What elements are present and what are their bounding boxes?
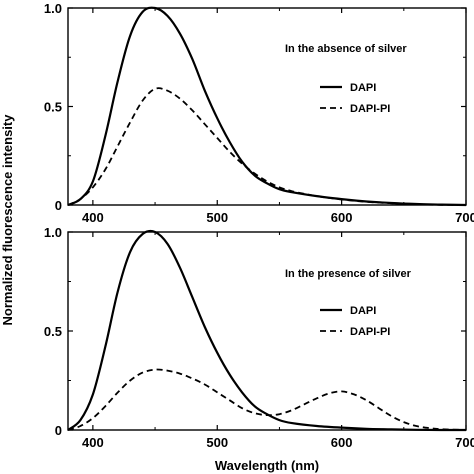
panel-annotation: In the absence of silver	[285, 43, 407, 55]
y-tick-label: 0.5	[44, 324, 62, 339]
panel-annotation: In the presence of silver	[285, 268, 412, 280]
x-tick-label: 600	[331, 210, 353, 225]
plot-frame	[67, 7, 467, 206]
x-tick-label: 500	[206, 435, 228, 450]
series-line-dapi-pi	[67, 87, 467, 206]
panel-1: 400 500 600 700 0 0.5 1.0 In the absence of sil…	[44, 1, 474, 225]
legend: DAPI DAPI-PI	[320, 82, 390, 115]
y-axis-label: Normalized fluorescence intensity	[0, 114, 15, 326]
y-tick-label: 1.0	[44, 225, 62, 240]
x-tick-label: 500	[206, 210, 228, 225]
y-tick-label: 0.5	[44, 100, 62, 115]
x-axis-label: Wavelength (nm)	[215, 458, 319, 473]
x-tick-label: 700	[455, 210, 474, 225]
series-line-dapi	[67, 6, 467, 207]
panel-2: 400 500 600 700 0 0.5 1.0 In the presence of si…	[44, 225, 474, 450]
series-line-dapi	[67, 229, 466, 432]
y-tick-label: 0	[55, 198, 62, 213]
x-tick-label: 400	[82, 210, 104, 225]
x-tick-label: 700	[455, 435, 474, 450]
legend-label: DAPI-PI	[350, 326, 390, 338]
legend-label: DAPI-PI	[350, 103, 390, 115]
plot-frame	[67, 231, 467, 431]
y-tick-label: 0	[55, 423, 62, 438]
x-tick-label: 600	[331, 435, 353, 450]
x-tick-label: 400	[82, 435, 104, 450]
legend-label: DAPI	[350, 82, 376, 94]
y-tick-label: 1.0	[44, 1, 62, 16]
series-line-dapi-pi	[67, 368, 467, 431]
legend: DAPI DAPI-PI	[320, 305, 390, 338]
legend-label: DAPI	[350, 305, 376, 317]
